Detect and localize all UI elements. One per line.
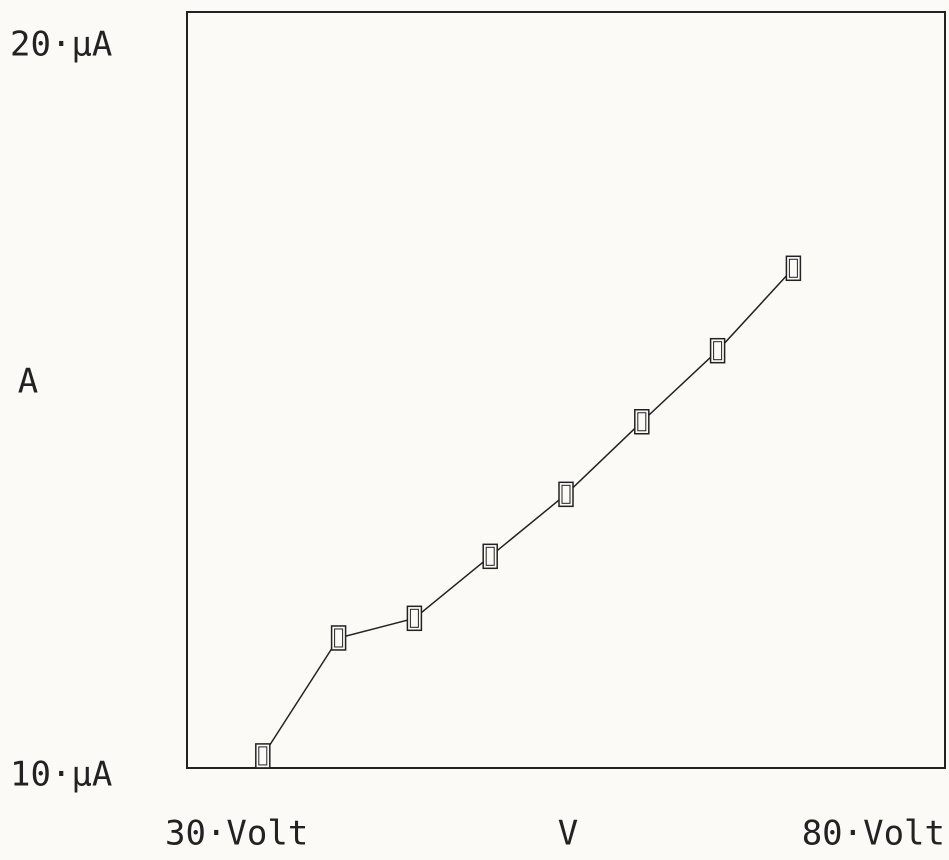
data-marker [407,606,421,630]
y-tick-label: 20·µA [10,25,112,65]
data-marker [786,256,800,280]
x-tick-label: 30·Volt [165,814,308,854]
x-axis-label: V [558,814,578,854]
x-tick-label: 80·Volt [802,814,945,854]
data-marker [332,626,346,650]
data-marker [711,339,725,363]
data-marker [635,410,649,434]
data-marker [559,482,573,506]
y-axis-label: A [18,362,38,402]
plot-frame [187,12,945,768]
data-marker [256,744,270,768]
y-tick-label: 10·µA [10,755,112,795]
chart: V A 30·Volt 80·Volt 10·µA 20·µA [0,0,949,860]
data-marker [483,544,497,568]
